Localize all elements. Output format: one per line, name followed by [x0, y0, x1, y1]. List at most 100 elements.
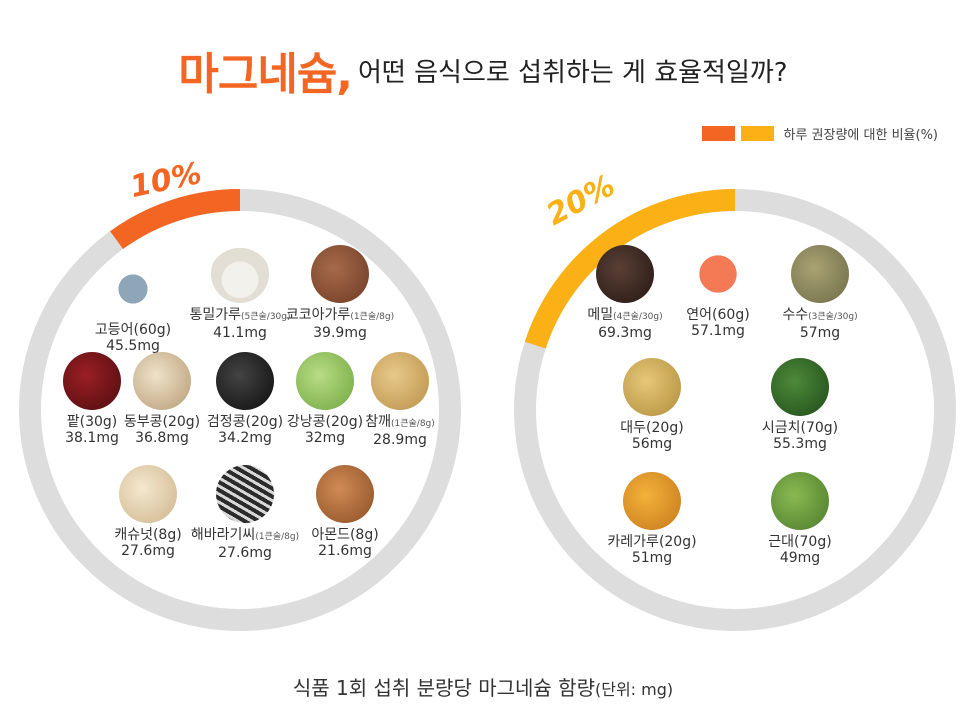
food-value: 51mg — [631, 550, 673, 566]
food-item: 메밀(4큰술/30g) 69.3mg — [550, 245, 700, 341]
food-name: 캐슈넛(8g) — [73, 527, 223, 543]
spinach-icon — [771, 358, 829, 416]
food-item: 카레가루(20g) 51mg — [577, 472, 727, 566]
ring-arc-20-percent — [524, 189, 736, 349]
food-name: 코코아가루(1큰술/8g) — [265, 307, 415, 325]
food-name-text: 해바라기씨 — [190, 527, 256, 543]
food-item: 해바라기씨(1큰술/8g) 27.6mg — [170, 465, 320, 561]
wheat-flour-icon — [211, 245, 269, 303]
food-value: 39.9mg — [313, 325, 367, 341]
food-item: 캐슈넛(8g) 27.6mg — [73, 465, 223, 559]
mackerel-icon — [104, 260, 162, 318]
food-name: 아몬드(8g) — [270, 527, 420, 543]
cocoa-powder-icon — [311, 245, 369, 303]
food-name-text: 메밀 — [587, 307, 614, 323]
food-item: 통밀가루(5큰술/30g) 41.1mg — [165, 245, 315, 341]
footer-unit: (단위: mg) — [594, 680, 674, 699]
title-accent: 마그네슘, — [178, 49, 353, 100]
footer-text: 식품 1회 섭취 분량당 마그네슘 함량 — [292, 676, 595, 700]
food-name: 시금치(70g) — [725, 420, 875, 436]
soybean-icon — [623, 358, 681, 416]
buckwheat-icon — [596, 245, 654, 303]
black-bean-icon — [216, 352, 274, 410]
food-value: 21.6mg — [318, 543, 372, 559]
almond-icon — [316, 465, 374, 523]
food-value: 57.1mg — [691, 323, 745, 339]
page-title: 마그네슘, 어떤 음식으로 섭취하는 게 효율적일까? — [0, 38, 966, 102]
food-name-text: 통밀가루 — [189, 307, 241, 323]
cowpea-icon — [133, 352, 191, 410]
food-name-text: 코코아가루 — [285, 307, 351, 323]
footer-caption: 식품 1회 섭취 분량당 마그네슘 함량(단위: mg) — [0, 672, 966, 701]
food-value: 38.1mg — [65, 430, 119, 446]
food-serving: (3큰술/30g) — [808, 312, 858, 322]
food-item: 동부콩(20g) 36.8mg — [87, 352, 237, 446]
ring-arc-10-percent — [110, 189, 241, 250]
food-name: 강낭콩(20g) — [250, 414, 400, 430]
kidney-bean-icon — [296, 352, 354, 410]
food-name: 수수(3큰술/30g) — [745, 307, 895, 325]
legend-swatch-orange — [701, 126, 735, 141]
food-serving: (4큰술/30g) — [613, 312, 663, 322]
food-name: 통밀가루(5큰술/30g) — [165, 307, 315, 325]
food-name-text: 강낭콩(20g) — [286, 414, 364, 430]
food-value: 27.6mg — [218, 545, 272, 561]
food-value: 55.3mg — [773, 436, 827, 452]
cashew-icon — [119, 465, 177, 523]
food-item: 고등어(60g) 45.5mg — [58, 260, 208, 354]
food-value: 34.2mg — [218, 430, 272, 446]
food-item: 검정콩(20g) 34.2mg — [170, 352, 320, 446]
sunflower-seed-icon — [216, 465, 274, 523]
title-rest: 어떤 음식으로 섭취하는 게 효율적일까? — [358, 57, 788, 88]
food-name: 연어(60g) — [643, 307, 793, 323]
food-name: 해바라기씨(1큰술/8g) — [170, 527, 320, 545]
food-serving: (5큰술/30g) — [241, 312, 291, 322]
food-value: 45.5mg — [106, 338, 160, 354]
food-serving: (1큰술/8g) — [350, 312, 395, 322]
food-item: 연어(60g) 57.1mg — [643, 245, 793, 339]
food-item: 수수(3큰술/30g) 57mg — [745, 245, 895, 341]
food-name: 카레가루(20g) — [577, 534, 727, 550]
food-value: 69.3mg — [598, 325, 652, 341]
legend: 하루 권장량에 대한 비율(%) — [701, 124, 939, 143]
food-name-text: 팥(30g) — [66, 414, 118, 430]
food-name: 검정콩(20g) — [170, 414, 320, 430]
curry-powder-icon — [623, 472, 681, 530]
food-item: 아몬드(8g) 21.6mg — [270, 465, 420, 559]
food-name-text: 참깨 — [365, 414, 391, 430]
food-value: 36.8mg — [135, 430, 189, 446]
food-item: 시금치(70g) 55.3mg — [725, 358, 875, 452]
food-name-text: 캐슈넛(8g) — [114, 527, 182, 543]
legend-swatch-yellow — [740, 126, 774, 141]
food-name-text: 카레가루(20g) — [607, 534, 697, 550]
food-name-text: 대두(20g) — [620, 420, 684, 436]
food-name-text: 동부콩(20g) — [123, 414, 201, 430]
food-name: 팥(30g) — [17, 414, 167, 430]
food-name: 메밀(4큰술/30g) — [550, 307, 700, 325]
food-value: 56mg — [631, 436, 673, 452]
food-value: 28.9mg — [373, 432, 427, 448]
food-item: 코코아가루(1큰술/8g) 39.9mg — [265, 245, 415, 341]
food-item: 참깨(1큰술/8g) 28.9mg — [325, 352, 475, 448]
sorghum-icon — [791, 245, 849, 303]
food-item: 팥(30g) 38.1mg — [17, 352, 167, 446]
food-value: 49mg — [779, 550, 821, 566]
food-name-text: 검정콩(20g) — [206, 414, 284, 430]
chard-icon — [771, 472, 829, 530]
food-name: 동부콩(20g) — [87, 414, 237, 430]
salmon-icon — [689, 245, 747, 303]
food-serving: (1큰술/8g) — [390, 419, 435, 429]
food-name-text: 아몬드(8g) — [311, 527, 379, 543]
red-bean-icon — [63, 352, 121, 410]
food-value: 27.6mg — [121, 543, 175, 559]
food-name: 근대(70g) — [725, 534, 875, 550]
food-serving: (1큰술/8g) — [255, 532, 300, 542]
sesame-icon — [371, 352, 429, 410]
food-name: 참깨(1큰술/8g) — [325, 414, 475, 432]
food-item: 강낭콩(20g) 32mg — [250, 352, 400, 446]
food-name-text: 근대(70g) — [768, 534, 832, 550]
food-name-text: 연어(60g) — [686, 307, 750, 323]
legend-label: 하루 권장량에 대한 비율(%) — [783, 128, 939, 143]
food-name: 고등어(60g) — [58, 322, 208, 338]
